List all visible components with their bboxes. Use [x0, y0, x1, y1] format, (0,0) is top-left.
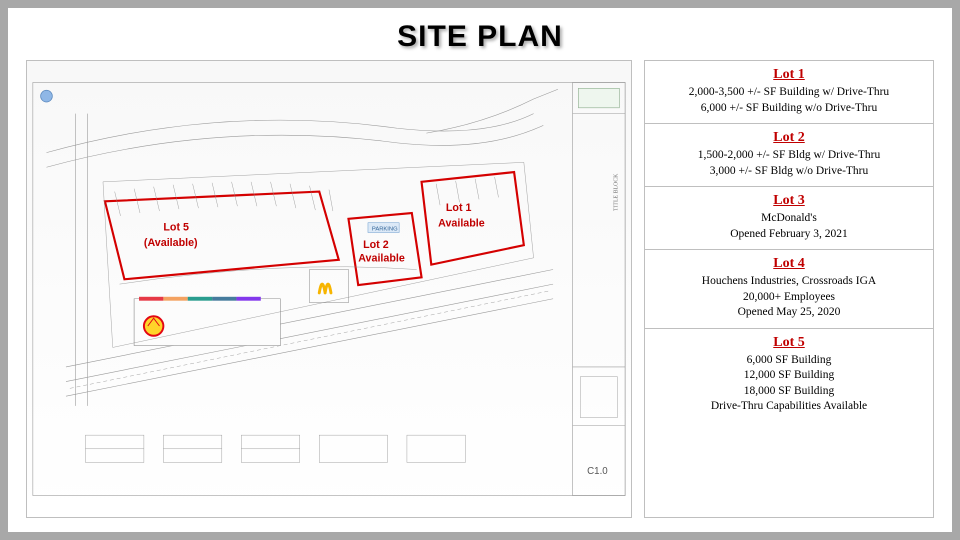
map-label-lot5-l2: (Available): [144, 237, 198, 249]
lot-card: Lot 4 Houchens Industries, Crossroads IG…: [645, 250, 933, 329]
lot-list: Lot 1 2,000-3,500 +/- SF Building w/ Dri…: [644, 60, 934, 518]
lot-line: 6,000 SF Building: [655, 353, 923, 369]
mcdonalds-icon: [319, 284, 331, 293]
map-label-lot2-l1: Lot 2: [363, 239, 389, 251]
lot-line: 18,000 SF Building: [655, 384, 923, 400]
content-row: TITLE BLOCK C1.0: [26, 60, 934, 518]
lot-line: Houchens Industries, Crossroads IGA: [655, 274, 923, 290]
svg-text:C1.0: C1.0: [587, 466, 608, 477]
lot-card: Lot 1 2,000-3,500 +/- SF Building w/ Dri…: [645, 61, 933, 124]
lot-line: Opened February 3, 2021: [655, 227, 923, 243]
lot-line: 3,000 +/- SF Bldg w/o Drive-Thru: [655, 164, 923, 180]
lot-title: Lot 5: [655, 335, 923, 351]
lot-line: 1,500-2,000 +/- SF Bldg w/ Drive-Thru: [655, 148, 923, 164]
lot-title: Lot 1: [655, 67, 923, 83]
lot-title: Lot 3: [655, 193, 923, 209]
lot-card: Lot 2 1,500-2,000 +/- SF Bldg w/ Drive-T…: [645, 124, 933, 187]
lot-line: McDonald's: [655, 211, 923, 227]
lot-line: 12,000 SF Building: [655, 368, 923, 384]
svg-text:PARKING: PARKING: [372, 227, 398, 233]
map-label-lot1-l2: Available: [438, 218, 485, 230]
lot-line: Opened May 25, 2020: [655, 305, 923, 321]
shell-icon: [144, 316, 163, 335]
lot-line: 2,000-3,500 +/- SF Building w/ Drive-Thr…: [655, 85, 923, 101]
map-label-lot2-l2: Available: [358, 253, 405, 265]
compass-icon: [41, 90, 53, 102]
lot-card: Lot 5 6,000 SF Building 12,000 SF Buildi…: [645, 329, 933, 422]
lot-line: 20,000+ Employees: [655, 290, 923, 306]
lot-card: Lot 3 McDonald's Opened February 3, 2021: [645, 187, 933, 250]
lot-line: Drive-Thru Capabilities Available: [655, 399, 923, 415]
lot-title: Lot 2: [655, 130, 923, 146]
svg-text:TITLE BLOCK: TITLE BLOCK: [613, 173, 619, 211]
site-plan-drawing: TITLE BLOCK C1.0: [26, 60, 632, 518]
page-title: SITE PLAN: [26, 20, 934, 54]
lot-line: 6,000 +/- SF Building w/o Drive-Thru: [655, 101, 923, 117]
map-label-lot1-l1: Lot 1: [446, 202, 472, 214]
slide-frame: SITE PLAN TITLE BLOCK C1.0: [8, 8, 952, 532]
lot-title: Lot 4: [655, 256, 923, 272]
site-plan-svg: TITLE BLOCK C1.0: [27, 61, 631, 517]
map-label-lot5-l1: Lot 5: [163, 222, 189, 234]
